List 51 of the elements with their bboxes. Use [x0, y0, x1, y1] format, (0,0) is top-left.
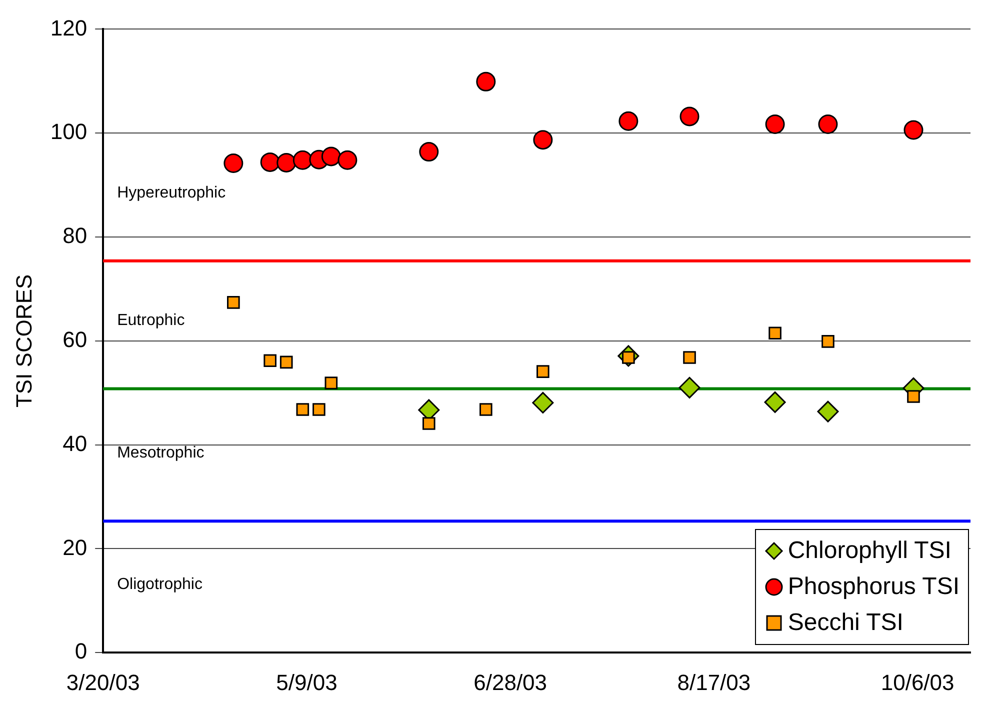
- point: [536, 365, 550, 378]
- y-tick-label: 40: [62, 430, 88, 456]
- x-tick-label: 10/6/03: [880, 670, 954, 695]
- point: [321, 146, 341, 166]
- point: [479, 403, 492, 416]
- y-axis-title: TSI SCORES: [11, 274, 36, 408]
- x-tick-label: 8/17/03: [677, 670, 751, 695]
- point: [419, 142, 439, 162]
- point: [818, 114, 838, 134]
- y-tick-label: 20: [62, 534, 88, 560]
- point: [768, 326, 782, 340]
- y-tick-label: 120: [50, 15, 88, 40]
- x-tick-label: 6/28/03: [474, 670, 548, 695]
- point: [683, 351, 696, 364]
- point: [904, 120, 924, 140]
- point: [680, 106, 700, 126]
- point: [678, 376, 700, 398]
- y-tick-label: 100: [50, 119, 88, 144]
- y-tick-label: 80: [62, 223, 88, 248]
- point: [227, 296, 240, 309]
- x-tick-label: 3/20/03: [66, 670, 140, 695]
- point: [324, 376, 338, 390]
- y-tick-label: 0: [74, 638, 88, 664]
- point: [276, 152, 296, 172]
- annotation: Oligotrophic: [117, 576, 202, 594]
- annotation: Hypereutrophic: [117, 184, 226, 202]
- point: [292, 150, 312, 170]
- point: [296, 403, 310, 416]
- legend-label: Chlorophyll TSI: [788, 536, 952, 566]
- annotation: Eutrophic: [117, 312, 185, 330]
- point: [817, 400, 839, 422]
- point: [532, 392, 554, 414]
- point: [338, 150, 358, 170]
- y-tick-label: 60: [62, 326, 88, 352]
- legend-label: Secchi TSI: [788, 608, 904, 638]
- point: [822, 335, 834, 348]
- legend-label: Phosphorus TSI: [788, 572, 960, 602]
- annotation: Mesotrophic: [117, 444, 204, 462]
- point: [260, 152, 280, 172]
- point: [533, 130, 553, 150]
- point: [422, 417, 436, 430]
- point: [312, 403, 326, 416]
- point: [764, 391, 786, 413]
- point: [280, 356, 293, 369]
- point: [224, 153, 244, 173]
- point: [264, 354, 276, 368]
- point: [765, 114, 785, 134]
- point: [907, 390, 920, 403]
- point: [476, 72, 496, 92]
- x-tick-label: 5/9/03: [276, 670, 338, 695]
- point: [618, 111, 638, 131]
